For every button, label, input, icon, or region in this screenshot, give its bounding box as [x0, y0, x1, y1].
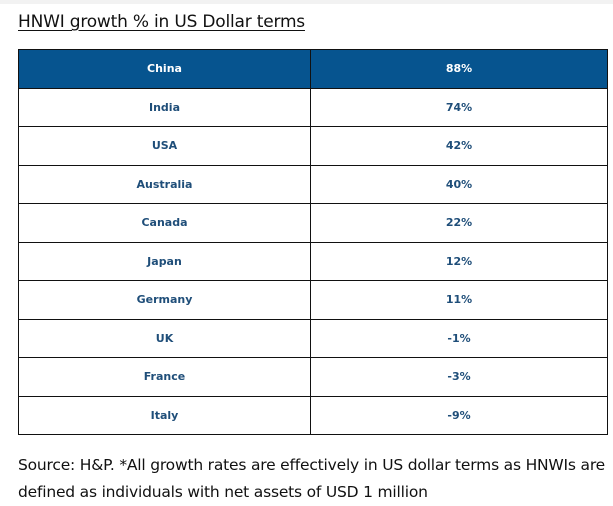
- table-row: Italy -9%: [18, 395, 608, 435]
- table-row: India 74%: [18, 87, 608, 127]
- table-row: UK -1%: [18, 318, 608, 358]
- country-cell: Italy: [18, 395, 311, 435]
- growth-cell: 74%: [310, 87, 608, 127]
- table-row: France -3%: [18, 357, 608, 397]
- page-title: HNWI growth % in US Dollar terms: [18, 12, 305, 32]
- table-row: Germany 11%: [18, 280, 608, 320]
- table-row: Japan 12%: [18, 241, 608, 281]
- country-cell: Australia: [18, 164, 311, 204]
- country-cell: France: [18, 357, 311, 397]
- table-row: China 88%: [18, 49, 608, 89]
- table-row: Canada 22%: [18, 203, 608, 243]
- country-cell: UK: [18, 318, 311, 358]
- table-row: Australia 40%: [18, 164, 608, 204]
- growth-cell: 42%: [310, 126, 608, 166]
- country-cell: Canada: [18, 203, 311, 243]
- country-cell: India: [18, 87, 311, 127]
- growth-cell: -9%: [310, 395, 608, 435]
- country-cell: Japan: [18, 241, 311, 281]
- growth-cell: -3%: [310, 357, 608, 397]
- growth-cell: 12%: [310, 241, 608, 281]
- growth-cell: -1%: [310, 318, 608, 358]
- source-note: Source: H&P. *All growth rates are effec…: [18, 456, 605, 501]
- country-cell: USA: [18, 126, 311, 166]
- growth-cell: 88%: [310, 49, 608, 89]
- hnwi-growth-table: China 88% India 74% USA 42% Australia 40% Canada…: [18, 49, 608, 435]
- country-cell: Germany: [18, 280, 311, 320]
- growth-cell: 22%: [310, 203, 608, 243]
- country-cell: China: [18, 49, 311, 89]
- growth-cell: 11%: [310, 280, 608, 320]
- top-border: [0, 0, 613, 4]
- table-row: USA 42%: [18, 126, 608, 166]
- growth-cell: 40%: [310, 164, 608, 204]
